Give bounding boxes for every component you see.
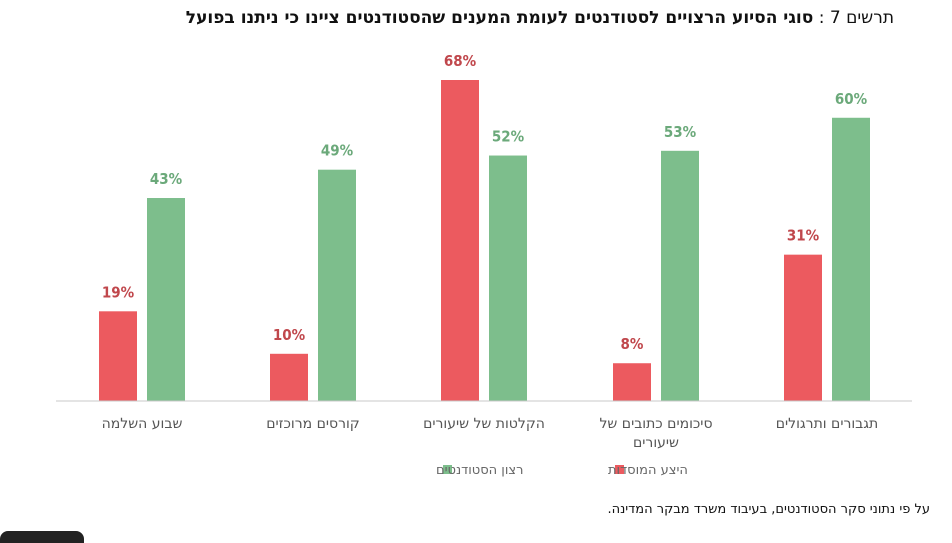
bar-demand-2 [489,155,527,401]
bar-offer-2 [441,80,479,401]
bar-offer-3 [613,363,651,401]
legend-label-offer: היצע המוסדות [608,463,688,478]
category-label-3: סיכומים כתובים של [599,416,712,432]
data-label-offer-2: 68% [444,52,477,70]
bar-offer-1 [270,353,308,401]
chart-title: תרשים 7 : סוגי הסיוע הרצויים לסטודנטים ל… [20,8,894,28]
data-label-offer-0: 19% [102,283,135,301]
category-label-2: הקלטות של שיעורים [423,416,545,432]
data-label-demand-4: 60% [835,90,868,108]
data-label-demand-2: 52% [492,128,525,146]
legend-label-demand: רצון הסטודנטים [436,463,523,478]
data-label-offer-1: 10% [273,326,306,344]
bar-demand-0 [147,198,185,401]
category-label-1: קורסים מרוכזים [266,416,360,432]
bar-offer-0 [99,311,137,401]
category-label-3-line1: שיעורים [633,435,679,451]
bar-offer-4 [784,254,822,401]
figure-number: תרשים 7 : [818,8,894,28]
window-corner [0,531,84,543]
bar-demand-4 [832,117,870,401]
data-label-demand-3: 53% [664,123,697,141]
category-label-0: שבוע השלמה [102,416,183,432]
legend-swatch-demand [443,465,452,474]
bar-demand-3 [661,150,699,401]
data-label-offer-3: 8% [621,335,644,353]
data-label-demand-0: 43% [150,170,183,188]
bar-demand-1 [318,169,356,401]
source-note: על פי נתוני סקר הסטודנטים, בעיבוד משרד מ… [607,502,930,517]
legend-swatch-offer [615,465,624,474]
data-label-demand-1: 49% [321,142,354,160]
figure-title: סוגי הסיוע הרצויים לסטודנטים לעומת המעני… [185,8,814,28]
data-label-offer-4: 31% [787,227,820,245]
category-label-4: תגבורים ותרגולים [776,416,879,432]
